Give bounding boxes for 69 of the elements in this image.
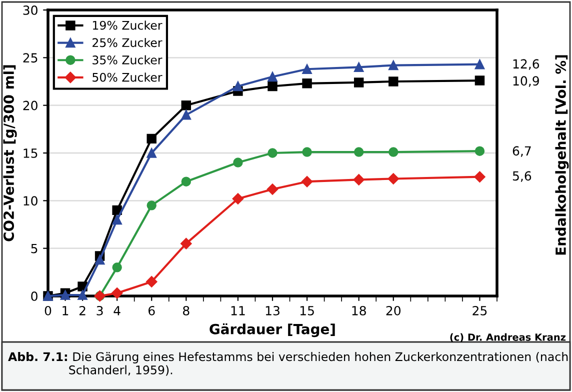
legend-label: 35% Zucker — [92, 55, 162, 64]
y-tick-label: 0 — [31, 291, 38, 301]
point — [302, 64, 312, 74]
point — [180, 238, 192, 250]
x-axis-title: Gärdauer [Tage] — [210, 323, 335, 338]
point — [266, 184, 278, 195]
point — [354, 78, 364, 88]
point — [146, 134, 156, 144]
text: 6,7 — [512, 146, 531, 157]
point — [388, 173, 399, 184]
point — [268, 148, 278, 158]
text: (c) Dr. Andreas Kranz — [450, 333, 566, 342]
x-tick-label: 0 — [44, 306, 52, 316]
text: 10,9 — [513, 76, 539, 87]
x-tick-label: 18 — [352, 306, 366, 316]
caption: Abb. 7.1: Die Gärung eines Hefestamms bei verschieden hohen Zuckerkonzentrationen (nach Schanderl, 1959). — [8, 352, 568, 376]
point — [232, 193, 244, 204]
point — [474, 171, 486, 182]
point — [146, 276, 158, 288]
y-tick-label: 5 — [31, 244, 38, 254]
point — [302, 147, 312, 157]
point — [474, 59, 485, 70]
y2-axis-title: Endalkoholgehalt [Vol. %] — [555, 55, 569, 255]
point — [181, 176, 192, 186]
text: 5,6 — [512, 171, 532, 182]
x-tick-label: 4 — [114, 306, 120, 316]
x-tick-label: 1 — [62, 306, 68, 316]
point — [146, 200, 156, 210]
point — [301, 176, 313, 188]
point — [354, 62, 364, 72]
text: 12,6 — [513, 59, 540, 70]
x-tick-label: 13 — [266, 306, 280, 316]
point — [388, 60, 398, 70]
point — [388, 147, 398, 157]
y-tick-label: 25 — [23, 53, 38, 63]
x-tick-label: 3 — [96, 306, 103, 316]
point — [181, 110, 192, 120]
legend-label: 25% Zucker — [92, 38, 162, 48]
point — [302, 78, 312, 88]
point — [146, 148, 156, 158]
y-tick-label: 10 — [24, 196, 38, 206]
point — [268, 81, 278, 92]
legend-label: 50% Zucker — [92, 72, 162, 82]
x-tick-label: 11 — [231, 306, 245, 316]
x-tick-label: 2 — [79, 306, 86, 316]
y-tick-label: 30 — [23, 5, 38, 15]
point — [353, 174, 364, 186]
legend-label: 19% Zucker — [92, 20, 162, 30]
x-tick-label: 25 — [472, 306, 487, 316]
point — [181, 100, 192, 110]
point — [112, 214, 122, 225]
point — [111, 288, 123, 299]
point — [233, 158, 243, 168]
point — [388, 76, 398, 86]
point — [78, 290, 88, 300]
x-tick-label: 15 — [300, 306, 314, 316]
x-tick-label: 8 — [183, 306, 190, 316]
point — [354, 147, 364, 157]
point — [112, 262, 122, 272]
point — [474, 146, 485, 156]
y-tick-label: 15 — [24, 148, 38, 158]
x-tick-label: 6 — [148, 306, 155, 316]
point — [94, 254, 105, 265]
point — [474, 76, 485, 86]
y-tick-label: 20 — [23, 100, 38, 110]
point — [268, 72, 278, 82]
x-tick-label: 20 — [386, 306, 401, 316]
y-axis-title: CO2-Verlust [g/300 ml] — [3, 65, 17, 242]
point — [233, 81, 243, 92]
